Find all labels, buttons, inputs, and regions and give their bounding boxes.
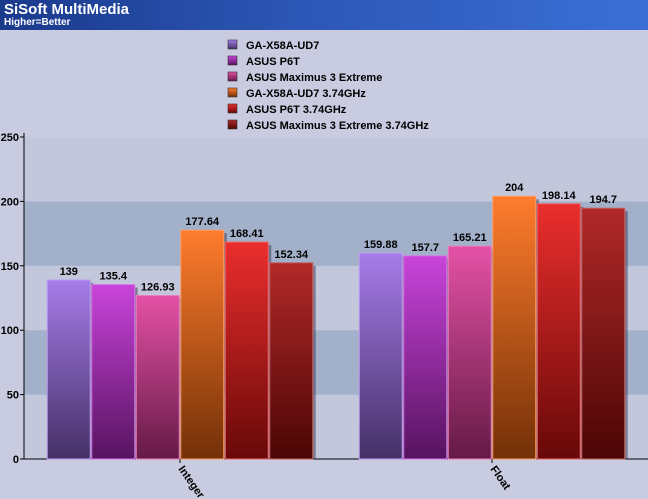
data-label: 168.41 (230, 228, 264, 240)
legend-label: ASUS Maximus 3 Extreme (246, 72, 382, 84)
category-labels: Integer Float (176, 464, 513, 499)
y-tick-label: 200 (1, 196, 19, 208)
bar (224, 241, 269, 460)
bar (269, 262, 314, 460)
legend-label: ASUS P6T (246, 56, 300, 68)
legend-label: ASUS Maximus 3 Extreme 3.74GHz (246, 120, 429, 132)
data-label: 135.4 (99, 271, 127, 283)
legend-swatch (227, 55, 238, 66)
data-label: 152.34 (274, 249, 309, 261)
legend-swatch (227, 39, 238, 50)
y-tick-label: 250 (1, 132, 19, 144)
data-label: 194.7 (589, 194, 617, 206)
x-tick-label: Integer (176, 464, 207, 499)
bar (46, 279, 91, 460)
data-label: 126.93 (141, 282, 175, 294)
data-label: 198.14 (542, 190, 577, 202)
bar-chart: GA-X58A-UD7 ASUS P6T ASUS Maximus 3 Extrem… (1, 39, 648, 499)
bar (358, 252, 403, 460)
y-tick-label: 50 (7, 390, 19, 402)
bar (447, 245, 492, 460)
data-label: 139 (60, 266, 78, 278)
data-label: 177.64 (185, 216, 220, 228)
bar (492, 195, 537, 460)
y-tick-label: 150 (1, 261, 19, 273)
chart-header: SiSoft MultiMedia Higher=Better (0, 0, 648, 30)
chart-title: SiSoft MultiMedia (4, 1, 129, 18)
y-tick-label: 0 (13, 454, 19, 466)
chart-subtitle: Higher=Better (4, 17, 71, 28)
data-label: 157.7 (411, 242, 439, 254)
y-tick-label: 100 (1, 325, 19, 337)
plot-band (24, 137, 648, 202)
bar (581, 207, 626, 460)
legend-swatch (227, 119, 238, 130)
data-label: 159.88 (364, 239, 398, 251)
bar (180, 229, 225, 460)
legend-label: GA-X58A-UD7 3.74GHz (246, 88, 366, 100)
legend-swatch (227, 71, 238, 82)
legend-swatch (227, 87, 238, 98)
bar (403, 255, 448, 460)
data-label: 165.21 (453, 232, 487, 244)
legend-label: GA-X58A-UD7 (246, 40, 319, 52)
x-tick-label: Float (488, 464, 513, 493)
legend-swatch (227, 103, 238, 114)
legend: GA-X58A-UD7 ASUS P6T ASUS Maximus 3 Extrem… (227, 39, 429, 132)
bars (46, 195, 628, 460)
bar (135, 295, 180, 460)
legend-label: ASUS P6T 3.74GHz (246, 104, 347, 116)
data-label: 204 (505, 182, 524, 194)
value-labels: 139 135.4 126.93 177.64 168.41 152.34 159.88 15… (60, 182, 617, 293)
bar (91, 284, 136, 460)
bar (536, 203, 581, 460)
